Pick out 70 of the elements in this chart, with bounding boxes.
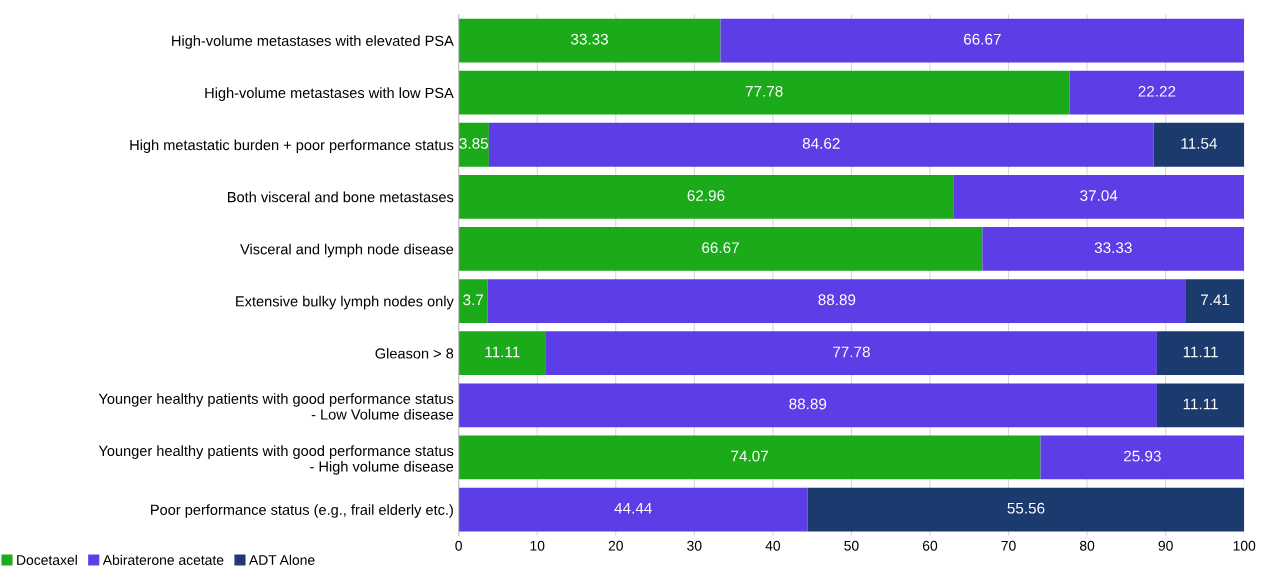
data-label: 11.11 — [1183, 346, 1218, 358]
x-tick-label: 60 — [922, 540, 938, 551]
bar — [720, 18, 1245, 63]
data-label: 37.04 — [1080, 190, 1118, 201]
data-label: 7.41 — [1201, 294, 1230, 306]
bar — [1040, 435, 1245, 480]
legend-label: Abiraterone acetate — [102, 554, 224, 565]
x-tick-label: 90 — [1158, 540, 1173, 551]
data-label: 3.85 — [459, 138, 488, 149]
bar — [458, 435, 1041, 480]
data-label: 33.33 — [571, 33, 609, 45]
data-label: 77.78 — [833, 346, 870, 358]
bar — [458, 70, 1070, 115]
bar — [1185, 279, 1245, 323]
bar — [1156, 331, 1245, 376]
bar — [982, 227, 1245, 271]
y-tick-label: High metastatic burden + poor performance status — [130, 139, 454, 154]
bar — [458, 18, 721, 63]
bar — [807, 487, 1245, 532]
data-label: 88.89 — [789, 398, 827, 410]
legend-label: Docetaxel — [17, 554, 77, 565]
y-tick-label: Younger healthy patients with good performance status - High volume disease — [98, 445, 454, 475]
data-label: 3.7 — [463, 294, 484, 306]
bar — [1069, 70, 1245, 115]
data-label: 11.54 — [1181, 138, 1218, 149]
y-tick-label: Gleason > 8 — [375, 347, 454, 359]
bar — [458, 383, 1157, 428]
bar — [458, 122, 489, 167]
bar — [545, 331, 1157, 376]
legend-label: ADT Alone — [249, 554, 315, 565]
bar — [1156, 383, 1245, 428]
data-label: 88.89 — [818, 294, 856, 306]
x-tick-label: 70 — [1001, 540, 1016, 551]
x-tick-label: 30 — [687, 540, 702, 551]
y-tick-label: High-volume metastases with low PSA — [205, 87, 454, 101]
data-label: 84.62 — [802, 138, 840, 149]
y-tick-label: Younger healthy patients with good performance status - Low Volume disease — [98, 393, 454, 420]
x-tick-label: 40 — [765, 540, 781, 551]
y-tick-label: Extensive bulky lymph nodes only — [236, 295, 454, 310]
data-label: 66.67 — [964, 33, 1001, 45]
bar — [458, 331, 546, 376]
y-tick-label: High-volume metastases with elevated PSA — [172, 35, 454, 49]
data-label: 22.22 — [1138, 85, 1176, 97]
x-tick-label: 50 — [844, 540, 859, 551]
data-label: 11.11 — [485, 346, 520, 358]
data-label: 11.11 — [1183, 398, 1218, 410]
bar — [458, 227, 983, 271]
y-tick-label: Poor performance status (e.g., frail elderly etc.) — [151, 504, 453, 518]
x-tick-label: 100 — [1233, 540, 1256, 551]
data-label: 44.44 — [614, 502, 652, 514]
bar — [458, 279, 488, 323]
data-label: 77.78 — [745, 85, 783, 97]
y-tick-label: Visceral and lymph node disease — [240, 243, 454, 258]
x-tick-label: 10 — [530, 540, 545, 551]
x-tick-label: 20 — [608, 540, 623, 551]
data-label: 25.93 — [1124, 450, 1161, 462]
data-label: 74.07 — [731, 450, 768, 462]
bar — [487, 279, 1186, 323]
bar — [953, 174, 1245, 219]
x-tick-label: 0 — [455, 540, 462, 551]
data-label: 55.56 — [1007, 502, 1045, 514]
x-tick-label: 80 — [1079, 540, 1095, 551]
bar — [1153, 122, 1245, 167]
bar — [488, 122, 1154, 167]
bar — [458, 174, 954, 219]
y-tick-label: Both visceral and bone metastases — [228, 191, 454, 203]
data-label: 62.96 — [687, 190, 725, 201]
data-label: 66.67 — [702, 242, 739, 254]
bar — [458, 487, 808, 532]
data-label: 33.33 — [1094, 242, 1132, 254]
